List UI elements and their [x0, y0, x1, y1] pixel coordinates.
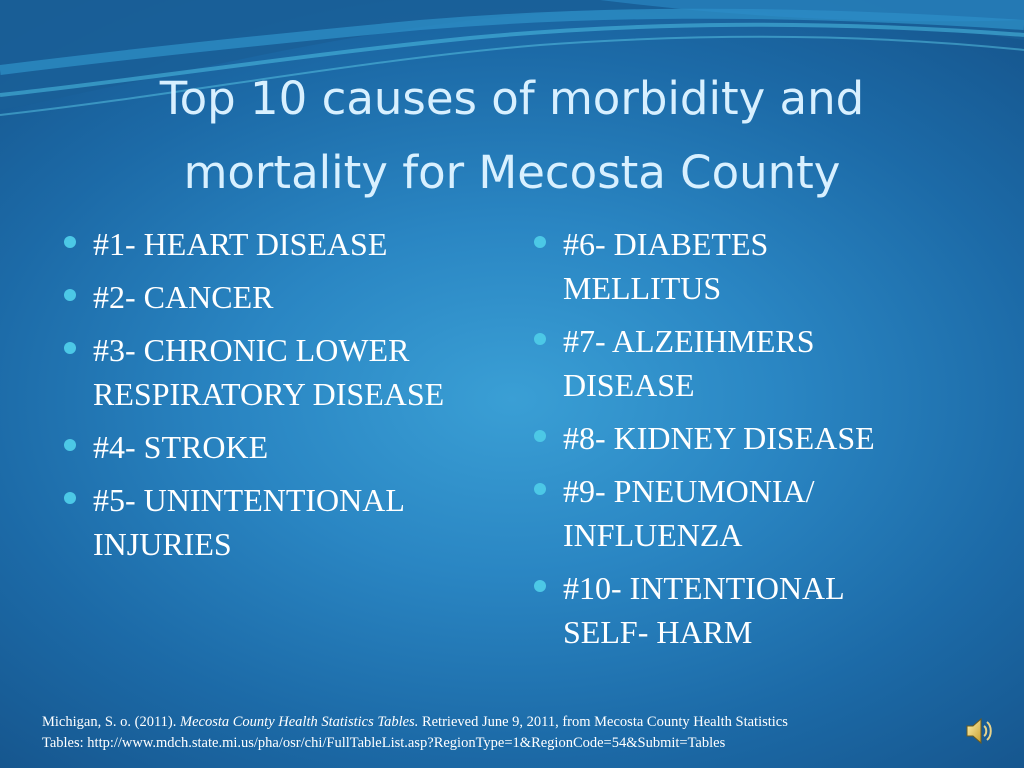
item-line-1: #10- INTENTIONAL	[563, 570, 845, 606]
item-line-2: RESPIRATORY DISEASE	[93, 376, 445, 412]
item-line-1: #3- CHRONIC LOWER	[93, 332, 410, 368]
bullet-icon	[64, 492, 76, 504]
list-item: #9- PNEUMONIA/INFLUENZA	[530, 469, 970, 557]
citation-author: Michigan, S. o. (2011).	[42, 714, 181, 730]
list-item: #4- STROKE	[60, 425, 500, 469]
wave-decoration	[0, 0, 1024, 116]
bullet-icon	[534, 333, 546, 345]
bullet-icon	[534, 236, 546, 248]
bullet-icon	[64, 342, 76, 354]
bullet-icon	[534, 580, 546, 592]
item-line-1: #9- PNEUMONIA/	[563, 473, 815, 509]
speaker-icon[interactable]	[962, 714, 996, 748]
citation: Michigan, S. o. (2011). Mecosta County H…	[42, 712, 972, 754]
item-line-1: #5- UNINTENTIONAL	[93, 482, 405, 518]
list-item: #8- KIDNEY DISEASE	[530, 416, 970, 460]
title-line-2: mortality for Mecosta County	[183, 146, 841, 199]
bullet-icon	[64, 289, 76, 301]
list-item: #3- CHRONIC LOWER RESPIRATORY DISEASE	[60, 328, 500, 416]
title-line-1: Top 10 causes of morbidity and	[159, 72, 865, 125]
list-item: #5- UNINTENTIONAL INJURIES	[60, 478, 500, 566]
slide-title: Top 10 causes of morbidity and mortality…	[60, 62, 964, 210]
item-line-1: #4- STROKE	[93, 429, 269, 465]
item-line-2: MELLITUS	[563, 270, 722, 306]
item-line-2: INJURIES	[93, 526, 232, 562]
item-line-1: #7- ALZEIHMERS	[563, 323, 815, 359]
bullet-icon	[534, 430, 546, 442]
list-item: #2- CANCER	[60, 275, 500, 319]
list-item: #6- DIABETES MELLITUS	[530, 222, 970, 310]
bullet-icon	[64, 439, 76, 451]
bullet-icon	[534, 483, 546, 495]
bullet-icon	[64, 236, 76, 248]
item-line-2: SELF- HARM	[563, 614, 753, 650]
item-line-2: DISEASE	[563, 367, 695, 403]
list-item: #1- HEART DISEASE	[60, 222, 500, 266]
right-bullet-list: #6- DIABETES MELLITUS #7- ALZEIHMERS DISEA…	[530, 222, 970, 663]
item-line-1: #2- CANCER	[93, 279, 274, 315]
item-line-1: #1- HEART DISEASE	[93, 226, 388, 262]
list-item: #7- ALZEIHMERS DISEASE	[530, 319, 970, 407]
item-line-1: #6- DIABETES	[563, 226, 769, 262]
list-item: #10- INTENTIONAL SELF- HARM	[530, 566, 970, 654]
item-line-2: INFLUENZA	[563, 517, 743, 553]
left-bullet-list: #1- HEART DISEASE #2- CANCER #3- CHRONIC…	[60, 222, 500, 575]
item-line-1: #8- KIDNEY DISEASE	[563, 420, 875, 456]
citation-retrieved: Retrieved June 9, 2011, from Mecosta Cou…	[418, 714, 788, 730]
citation-work-title: Mecosta County Health Statistics Tables.	[180, 714, 419, 730]
citation-url-line: Tables: http://www.mdch.state.mi.us/pha/…	[42, 735, 726, 751]
